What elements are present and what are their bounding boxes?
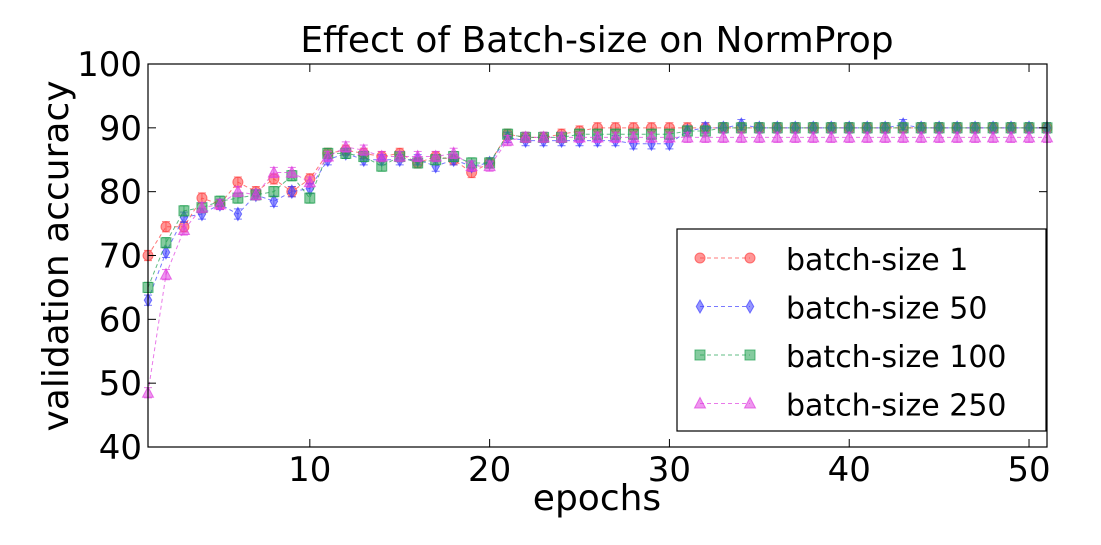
- data-point: [357, 143, 371, 156]
- y-tick-label: 70: [99, 237, 142, 277]
- x-tick-label: 30: [648, 450, 691, 490]
- data-point: [986, 130, 1000, 143]
- legend-label: batch-size 100: [786, 340, 1007, 375]
- data-point: [304, 192, 316, 204]
- data-point: [161, 244, 171, 260]
- data-point: [914, 130, 928, 143]
- legend-item-2: batch-size 50: [695, 292, 987, 327]
- legend-item-3: batch-size 100: [694, 340, 1007, 375]
- series-line: [147, 127, 1047, 288]
- data-point: [303, 175, 317, 188]
- data-point: [896, 130, 910, 143]
- legend-marker: [694, 349, 706, 361]
- legend-label: batch-size 1: [786, 243, 968, 278]
- data-point: [287, 184, 297, 200]
- data-point: [555, 130, 568, 143]
- data-point: [160, 237, 172, 249]
- data-point: [376, 160, 388, 172]
- legend-box: [676, 228, 1047, 432]
- data-point: [195, 200, 209, 213]
- data-point: [267, 165, 281, 178]
- data-point: [285, 165, 299, 178]
- data-point: [339, 139, 353, 152]
- legend-label: batch-size 50: [786, 292, 987, 327]
- legend-marker: [744, 349, 756, 361]
- legend: batch-size 1 batch-size 50 batch-size 100 b…: [676, 228, 1047, 432]
- data-point: [627, 130, 640, 143]
- data-point: [160, 221, 172, 233]
- data-point: [465, 159, 478, 172]
- y-tick-label: 50: [99, 364, 142, 404]
- data-point: [824, 130, 838, 143]
- data-point: [842, 130, 856, 143]
- data-point: [321, 149, 335, 162]
- data-point: [806, 130, 820, 143]
- data-point: [501, 133, 514, 146]
- data-point: [860, 130, 874, 143]
- data-point: [770, 130, 784, 143]
- data-point: [735, 130, 748, 143]
- y-tick-label: 60: [99, 300, 142, 340]
- data-point: [233, 206, 243, 222]
- x-tick-label: 50: [1007, 450, 1050, 490]
- data-point: [375, 149, 389, 162]
- y-tick-label: 100: [77, 45, 142, 85]
- data-point: [788, 130, 802, 143]
- data-point: [411, 149, 425, 162]
- data-point: [178, 205, 190, 217]
- data-point: [968, 130, 982, 143]
- data-point: [269, 193, 279, 209]
- data-point: [393, 149, 407, 162]
- data-point: [717, 130, 730, 143]
- legend-marker: [695, 298, 705, 315]
- data-point: [519, 130, 532, 143]
- data-point: [213, 197, 227, 210]
- y-axis-label: validation accuracy: [36, 80, 77, 431]
- legend-marker: [743, 396, 757, 409]
- data-point: [429, 149, 443, 162]
- data-point: [681, 130, 694, 143]
- data-point: [663, 130, 676, 143]
- legend-marker: [694, 252, 706, 264]
- data-point: [573, 130, 586, 143]
- data-point: [752, 130, 766, 143]
- legend-marker: [693, 396, 707, 409]
- data-point: [932, 130, 946, 143]
- legend-item-4: batch-size 250: [693, 389, 1007, 424]
- x-tick-label: 10: [288, 450, 331, 490]
- plot-area: [141, 117, 1054, 399]
- data-point: [1022, 130, 1036, 143]
- x-axis-label: epochs: [533, 478, 661, 519]
- x-tick-label: 40: [828, 450, 871, 490]
- x-tick-label: 20: [468, 450, 511, 490]
- data-point: [591, 130, 604, 143]
- data-point: [609, 130, 622, 143]
- legend-item-1: batch-size 1: [694, 243, 968, 278]
- data-point: [1004, 130, 1018, 143]
- y-tick-label: 80: [99, 173, 142, 213]
- data-point: [231, 184, 245, 197]
- data-point: [645, 130, 658, 143]
- y-tick-label: 90: [99, 109, 142, 149]
- data-point: [699, 130, 712, 143]
- data-point: [483, 159, 496, 172]
- chart-title: Effect of Batch-size on NormProp: [300, 20, 893, 61]
- data-point: [878, 130, 892, 143]
- legend-marker: [745, 298, 755, 315]
- data-point: [268, 186, 280, 198]
- legend-marker: [744, 252, 756, 264]
- data-point: [447, 146, 460, 159]
- data-point: [177, 222, 191, 235]
- axis-ticks: 10 20 30 40 50 40 50 60 70 80 90 100: [77, 45, 1051, 490]
- data-point: [159, 267, 173, 280]
- legend-label: batch-size 250: [786, 389, 1007, 424]
- y-tick-label: 40: [99, 428, 142, 468]
- data-point: [537, 130, 550, 143]
- data-point: [249, 187, 263, 200]
- data-point: [950, 130, 964, 143]
